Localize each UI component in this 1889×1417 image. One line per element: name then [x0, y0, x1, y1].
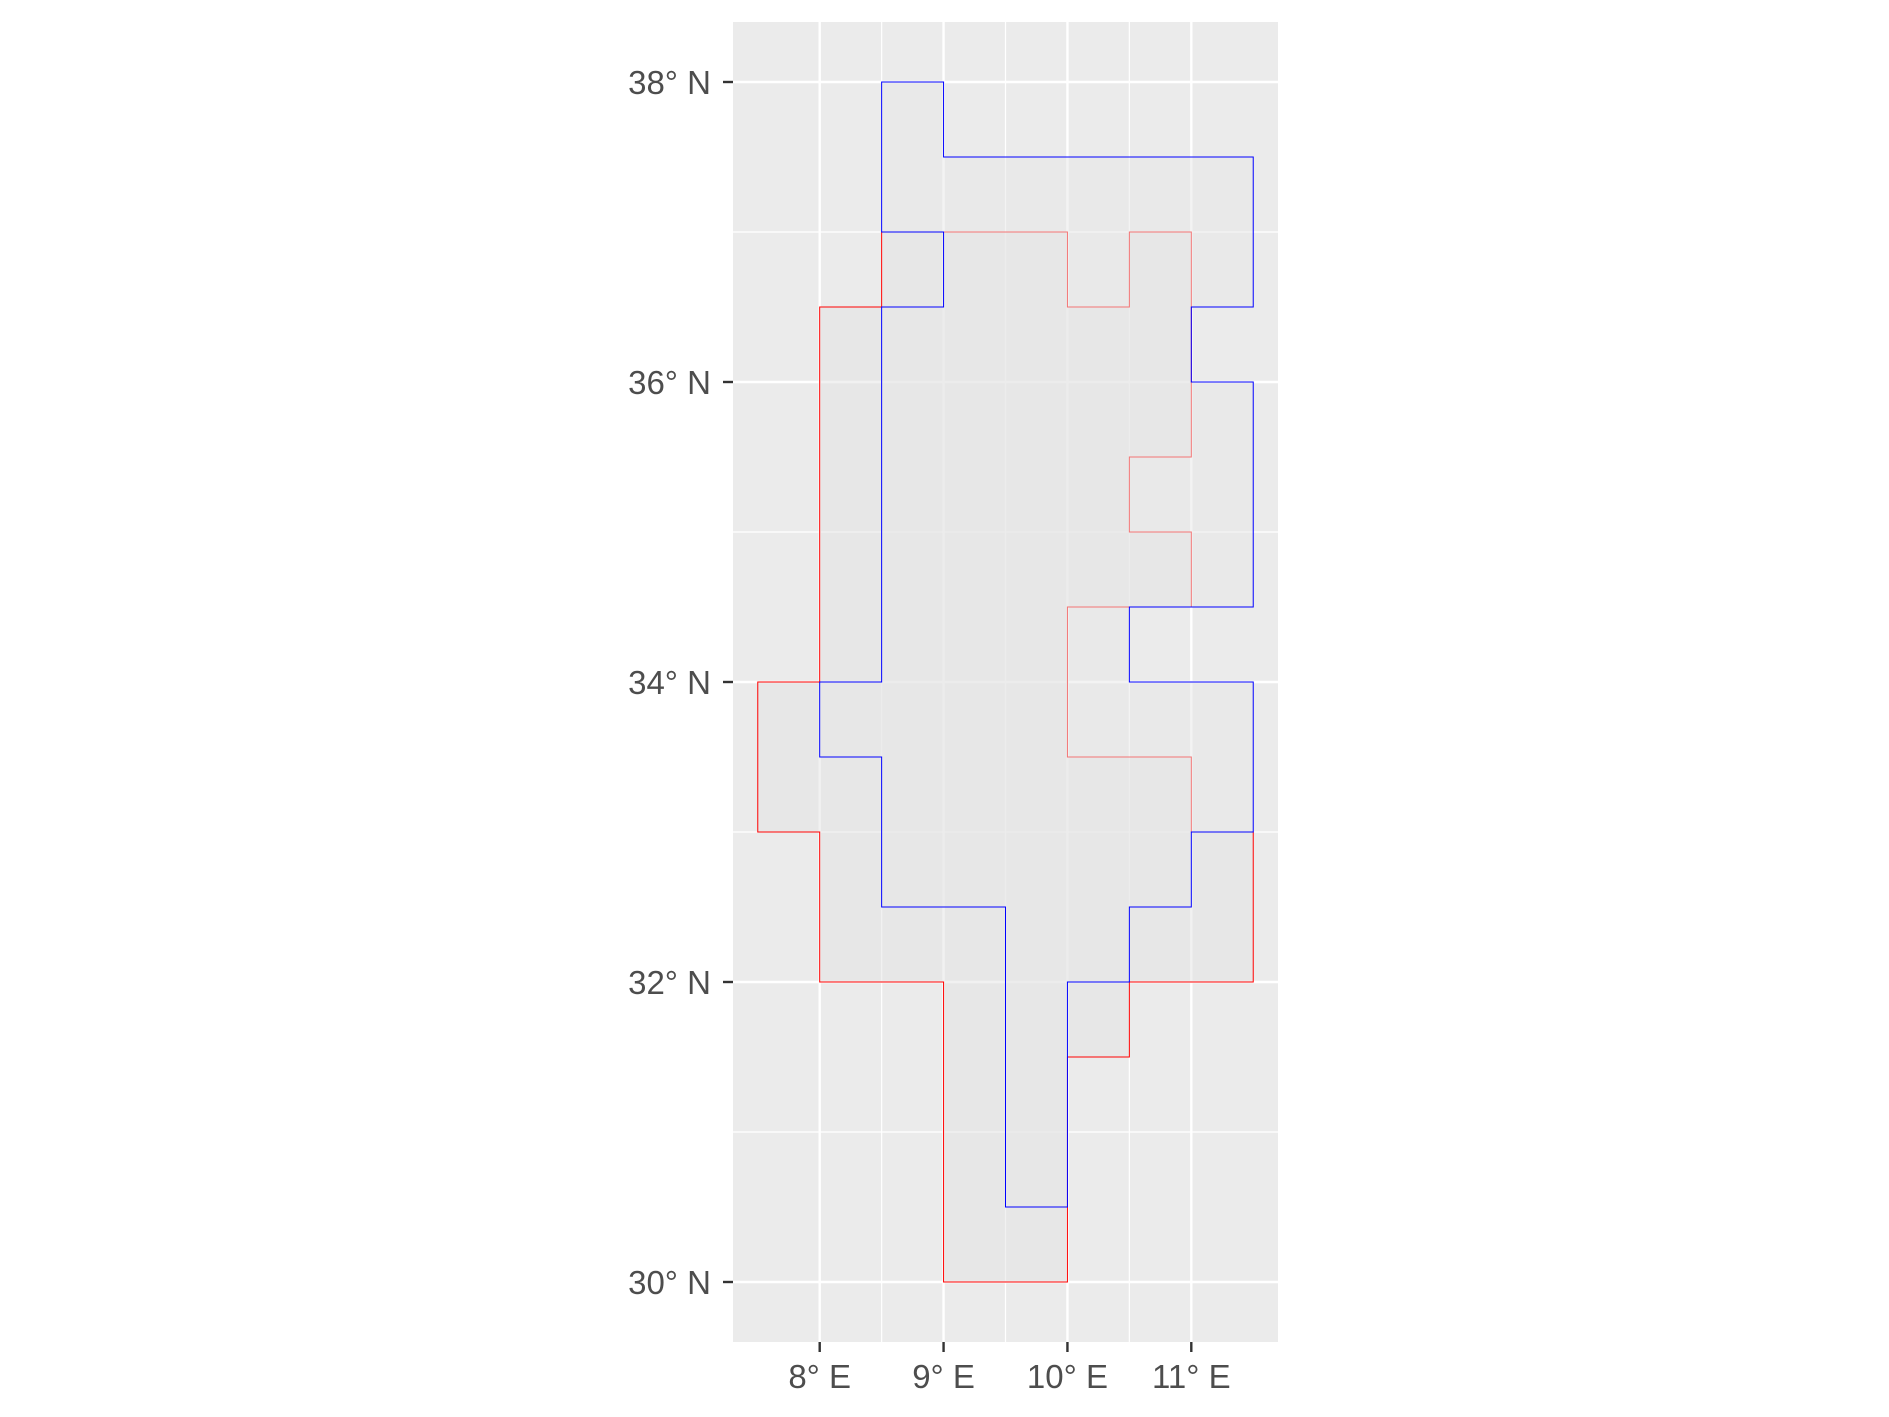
- regions: [757, 81, 1254, 1283]
- y-tick-label: 38° N: [628, 64, 711, 101]
- y-tick-label: 30° N: [628, 1264, 711, 1301]
- y-axis: 30° N 32° N 34° N 36° N 38° N: [628, 64, 733, 1301]
- x-tick-label: 9° E: [912, 1358, 975, 1395]
- x-tick-label: 10° E: [1027, 1358, 1108, 1395]
- x-tick-label: 8° E: [788, 1358, 851, 1395]
- x-tick-label: 11° E: [1152, 1358, 1231, 1395]
- y-tick-label: 34° N: [628, 664, 711, 701]
- region-outline-2: [819, 81, 1254, 1208]
- x-axis: 8° E 9° E 10° E 11° E: [788, 1342, 1231, 1395]
- y-tick-label: 36° N: [628, 364, 711, 401]
- y-tick-label: 32° N: [628, 964, 711, 1001]
